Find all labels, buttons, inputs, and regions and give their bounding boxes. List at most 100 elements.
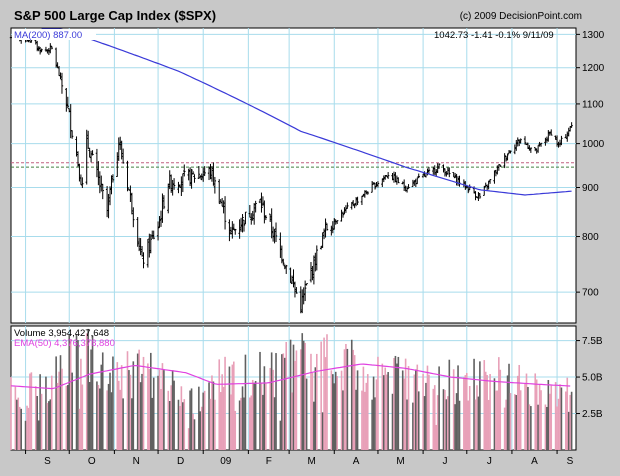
volume-bar: [251, 379, 254, 450]
volume-bar: [241, 386, 244, 450]
volume-bar: [519, 390, 522, 450]
volume-bar: [14, 386, 17, 450]
volume-bar: [78, 408, 81, 450]
volume-bar: [320, 341, 322, 450]
volume-bar: [259, 351, 261, 450]
volume-bar: [324, 357, 327, 450]
volume-bar: [516, 375, 519, 450]
volume-bar: [222, 386, 225, 450]
volume-bar: [570, 391, 573, 450]
volume-bar: [253, 382, 255, 450]
volume-bar: [391, 393, 394, 450]
volume-bar: [183, 399, 186, 450]
volume-bar: [200, 406, 203, 450]
x-axis-tick-label: A: [531, 456, 538, 467]
volume-bar: [136, 353, 139, 450]
volume-bar: [484, 371, 487, 450]
volume-bar: [138, 349, 140, 450]
volume-bar: [132, 361, 135, 450]
volume-bar: [503, 407, 506, 450]
volume-bar: [152, 377, 155, 450]
volume-bar: [48, 401, 50, 450]
volume-bar: [304, 342, 306, 450]
volume-bar: [214, 399, 216, 450]
volume-bar: [514, 394, 516, 450]
volume-bar: [346, 348, 349, 450]
volume-bar: [120, 365, 123, 450]
volume-bar: [50, 375, 53, 450]
volume-bar: [479, 361, 481, 450]
volume-bar: [534, 373, 537, 450]
volume-bar: [468, 386, 471, 450]
volume-bar: [170, 385, 172, 450]
volume-label: Volume 3,954,427,648: [14, 328, 109, 339]
volume-bar: [192, 413, 194, 450]
volume-bar: [179, 405, 181, 450]
volume-bar: [366, 374, 369, 450]
volume-bar: [546, 406, 548, 450]
volume-bar: [272, 369, 274, 450]
volume-bar: [567, 411, 570, 450]
volume-bar: [36, 395, 39, 450]
volume-bar: [495, 390, 497, 450]
volume-bar: [129, 374, 132, 450]
volume-bar: [444, 389, 446, 450]
volume-bar: [483, 360, 486, 450]
volume-bar: [122, 398, 124, 450]
price-horizontal-lines: [11, 162, 576, 168]
volume-bar: [382, 375, 385, 450]
volume-bar: [428, 374, 430, 450]
volume-bar: [180, 386, 183, 450]
volume-bar: [40, 393, 43, 450]
volume-bar: [452, 369, 455, 450]
volume-bar: [355, 389, 357, 450]
volume-bar: [467, 400, 470, 450]
volume-bar: [260, 382, 263, 450]
volume-bar: [254, 381, 257, 450]
volume-bar: [550, 385, 553, 450]
volume-bar: [270, 352, 273, 450]
volume-bars: [10, 328, 573, 450]
volume-bar: [187, 428, 190, 450]
volume-bar: [448, 359, 451, 450]
volume-bar: [299, 349, 302, 450]
volume-bar: [281, 354, 283, 450]
volume-bar: [518, 364, 521, 450]
price-grid: [11, 28, 576, 323]
volume-bar: [87, 328, 89, 450]
price-y-tick-label: 1300: [582, 30, 605, 41]
volume-bar: [101, 352, 104, 450]
volume-bar: [412, 402, 414, 450]
volume-bar: [423, 396, 426, 450]
volume-bar: [509, 393, 512, 450]
volume-bar: [489, 374, 491, 450]
volume-bar: [68, 334, 71, 450]
volume-bar: [168, 400, 171, 450]
volume-bar: [39, 374, 41, 450]
volume-bar: [230, 394, 232, 450]
price-y-tick-label: 1200: [582, 63, 605, 74]
volume-bar: [77, 340, 79, 450]
volume-bar: [203, 390, 206, 450]
price-y-tick-label: 900: [582, 183, 599, 194]
volume-bar: [499, 369, 502, 450]
volume-bar: [557, 398, 560, 450]
volume-bar: [544, 404, 547, 450]
volume-bar: [66, 385, 69, 450]
volume-bar: [148, 369, 151, 450]
volume-bar: [314, 367, 317, 450]
volume-bar: [279, 420, 282, 450]
volume-bar: [566, 377, 569, 450]
volume-bar: [119, 389, 122, 450]
volume-bar: [535, 379, 538, 450]
volume-bar: [407, 366, 410, 450]
volume-bar: [464, 375, 467, 450]
volume-bar: [350, 339, 353, 450]
price-y-axis: 700 800 900 1000 1100 1200 1300: [576, 30, 605, 299]
volume-bar: [171, 370, 174, 450]
volume-bar: [372, 376, 375, 450]
volume-bar: [34, 386, 37, 450]
volume-bar: [295, 350, 298, 450]
